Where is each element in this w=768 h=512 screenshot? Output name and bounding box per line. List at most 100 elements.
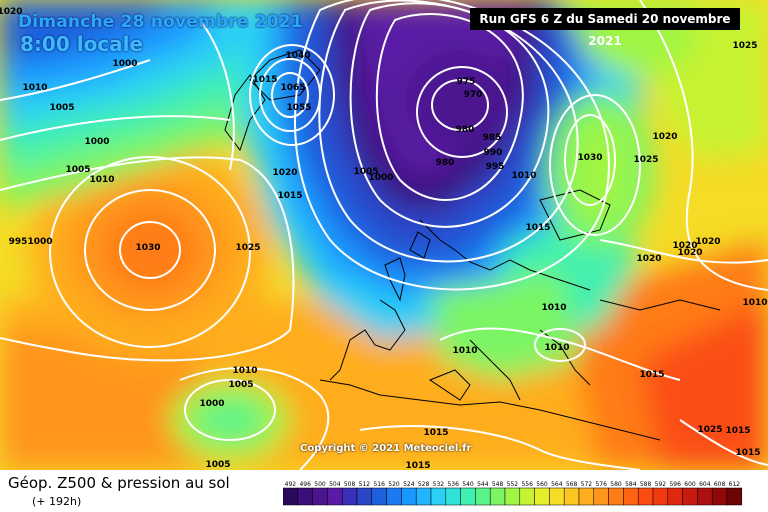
legend-tick-label: 492: [285, 481, 297, 488]
legend-swatch: [489, 487, 506, 506]
pressure-label: 1015: [252, 75, 277, 85]
legend-tick-label: 580: [610, 481, 622, 488]
legend-tick-label: 516: [373, 481, 385, 488]
legend-swatch: [652, 487, 669, 506]
pressure-label: 1020: [672, 241, 697, 251]
legend-swatch: [460, 487, 476, 506]
legend-swatch: [504, 487, 521, 506]
legend-swatch: [711, 487, 728, 506]
legend-tick-label: 600: [684, 481, 696, 488]
legend-swatch: [430, 487, 447, 506]
legend-swatch: [519, 487, 535, 506]
pressure-label: 1000: [84, 137, 109, 147]
legend-swatch: [608, 487, 624, 506]
footer: Géop. Z500 & pression au sol (+ 192h) 49…: [0, 470, 768, 512]
legend-tick-label: 552: [507, 481, 519, 488]
legend-tick-label: 532: [433, 481, 445, 488]
pressure-label: 1000: [368, 173, 393, 183]
pressure-label: 1015: [277, 191, 302, 201]
legend-swatch: [386, 487, 402, 506]
pressure-label: 1025: [732, 41, 757, 51]
pressure-label: 1020: [652, 132, 677, 142]
forecast-map: 1020 1000 1010 1005 1000 1005 1010 995 1000 1030 1…: [0, 0, 768, 470]
pressure-label: 980: [436, 158, 455, 168]
legend-tick-label: 576: [595, 481, 607, 488]
legend-tick-label: 548: [492, 481, 504, 488]
pressure-label: 1020: [695, 237, 720, 247]
pressure-label: 1010: [544, 343, 569, 353]
legend-tick-label: 588: [640, 481, 652, 488]
legend-tick-label: 560: [536, 481, 548, 488]
forecast-range: (+ 192h): [32, 495, 82, 508]
forecast-time: 8:00 locale: [20, 32, 144, 56]
pressure-label: 995: [486, 162, 505, 172]
forecast-date: Dimanche 28 novembre 2021: [18, 12, 303, 32]
legend-tick-label: 544: [477, 481, 489, 488]
pressure-label: 1030: [135, 243, 160, 253]
geopotential-field: [0, 0, 768, 470]
pressure-label: 1010: [232, 366, 257, 376]
legend-swatch: [401, 487, 417, 506]
pressure-label: 1000: [27, 237, 52, 247]
pressure-label: 975: [457, 77, 476, 87]
legend-tick-label: 596: [669, 481, 681, 488]
legend-swatch: [726, 487, 743, 506]
legend-tick-label: 584: [625, 481, 637, 488]
legend-tick-label: 612: [729, 481, 741, 488]
copyright-notice: Copyright © 2021 Meteociel.fr: [300, 443, 472, 454]
pressure-label: 1020: [272, 168, 297, 178]
legend-tick-label: 508: [344, 481, 356, 488]
pressure-label: 1030: [577, 153, 602, 163]
pressure-label: 990: [484, 148, 503, 158]
legend-swatch: [534, 487, 550, 506]
legend-swatch: [415, 487, 432, 506]
pressure-label: 1020: [0, 7, 23, 17]
pressure-label: 1015: [725, 426, 750, 436]
pressure-label: 1010: [89, 175, 114, 185]
pressure-label: 1010: [22, 83, 47, 93]
legend-tick-label: 520: [388, 481, 400, 488]
legend-tick-label: 604: [699, 481, 711, 488]
pressure-label: 1005: [205, 460, 230, 470]
pressure-label: 1020: [636, 254, 661, 264]
pressure-label: 1025: [235, 243, 260, 253]
legend-swatch: [297, 487, 313, 506]
legend-tick-label: 500: [314, 481, 326, 488]
legend-tick-label: 536: [447, 481, 459, 488]
legend-tick-label: 504: [329, 481, 341, 488]
legend-tick-label: 528: [418, 481, 430, 488]
pressure-label: 1005: [228, 380, 253, 390]
legend-swatch: [637, 487, 654, 506]
pressure-label: 1000: [112, 59, 137, 69]
pressure-label: 1025: [697, 425, 722, 435]
pressure-label: 1055: [286, 103, 311, 113]
legend-tick-label: 512: [359, 481, 371, 488]
pressure-label: 1015: [405, 461, 430, 470]
legend-swatch: [667, 487, 683, 506]
legend-tick-label: 572: [581, 481, 593, 488]
legend-swatch: [697, 487, 713, 506]
legend-swatch: [549, 487, 565, 506]
pressure-label: 1015: [423, 428, 448, 438]
legend-tick-label: 592: [655, 481, 667, 488]
pressure-label: 1005: [65, 165, 90, 175]
pressure-label: 1010: [511, 171, 536, 181]
pressure-label: 1025: [633, 155, 658, 165]
color-scale-legend: 492 496 500 504 508 512 516 520 524 528 532 536 540 5…: [283, 481, 743, 506]
pressure-label: 1015: [735, 448, 760, 458]
legend-swatch: [563, 487, 580, 506]
legend-swatch: [341, 487, 358, 506]
pressure-label: 1065: [280, 83, 305, 93]
pressure-label: 970: [464, 90, 483, 100]
pressure-label: 1010: [541, 303, 566, 313]
pressure-label: 1005: [49, 103, 74, 113]
pressure-label: 1020: [677, 248, 702, 258]
pressure-label: 1040: [285, 51, 310, 61]
legend-tick-label: 556: [521, 481, 533, 488]
pressure-label: 1000: [199, 399, 224, 409]
legend-swatch: [475, 487, 491, 506]
pressure-label: 1010: [742, 298, 767, 308]
legend-tick-label: 524: [403, 481, 415, 488]
pressure-label: 985: [483, 133, 502, 143]
legend-swatch: [623, 487, 639, 506]
